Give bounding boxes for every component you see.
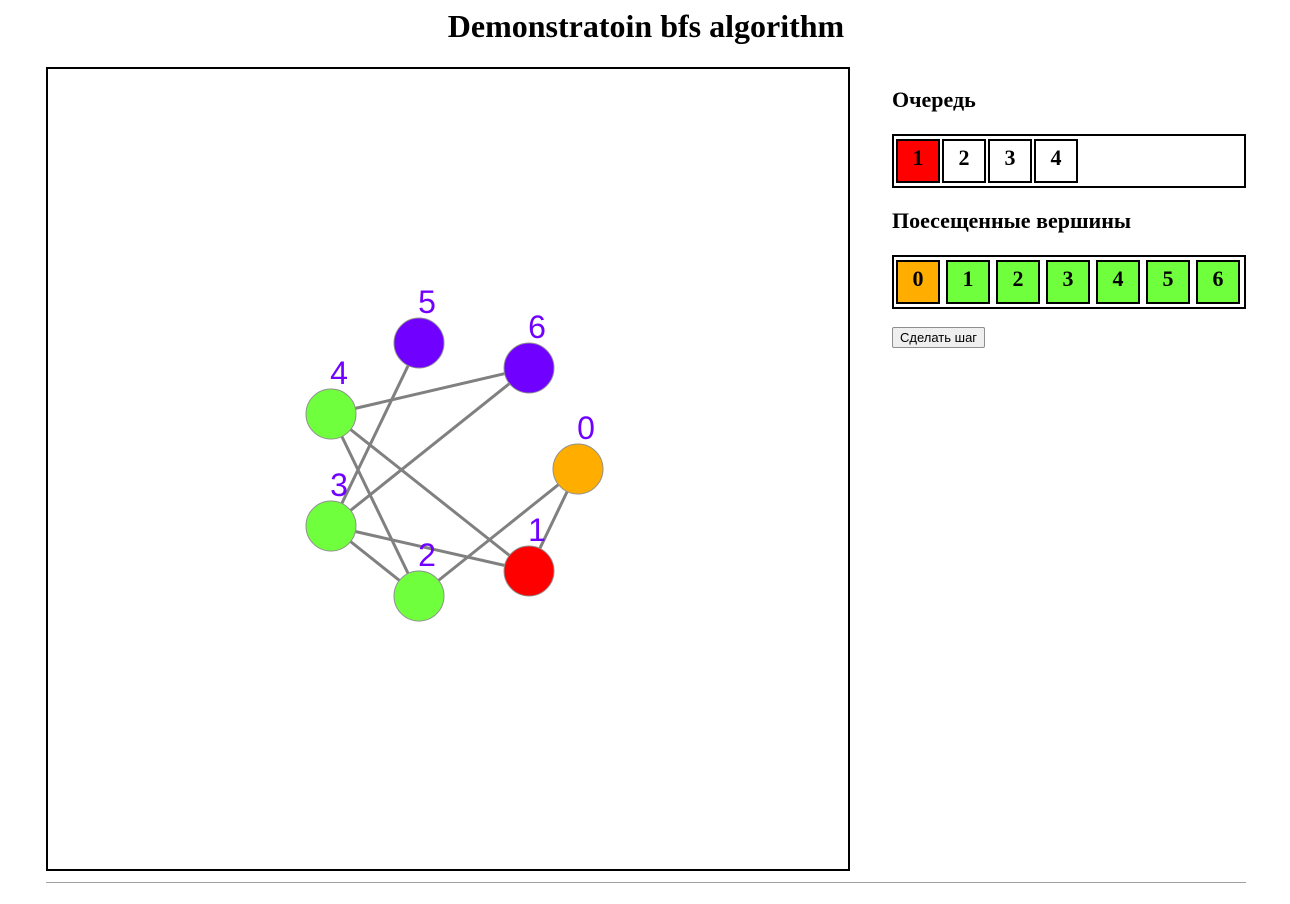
graph-node-label-6: 6 [528,309,546,345]
visited-cell-6: 6 [1196,260,1240,304]
queue-cell-4: 4 [1034,139,1078,183]
graph-edge-1-4 [330,412,530,573]
graph-node-label-3: 3 [330,467,348,503]
step-button[interactable]: Сделать шаг [892,327,986,348]
graph-edge-3-5 [329,342,421,527]
queue-cell-1: 1 [896,139,940,183]
graph-canvas[interactable]: 0 1 2 3 4 5 6 [46,67,850,871]
visited-cell-5: 5 [1146,260,1190,304]
graph-node-label-1: 1 [528,512,546,548]
footer-divider [46,882,1246,883]
visited-cell-4: 4 [1096,260,1140,304]
graph-edge-2-4 [329,413,421,597]
visited-cell-2: 2 [996,260,1040,304]
graph-node-label-0: 0 [577,410,595,446]
visited-cell-0: 0 [896,260,940,304]
graph-edge-3-6 [330,366,530,528]
queue-cell-3: 3 [988,139,1032,183]
graph-node-5[interactable] [393,317,445,369]
page-title: Demonstratoin bfs algorithm [447,8,845,44]
visited-cell-1: 1 [946,260,990,304]
graph-node-label-5: 5 [418,284,436,320]
queue-cell-2: 2 [942,139,986,183]
graph-edge-0-2 [418,467,579,598]
graph-edge-1-3 [330,524,530,573]
graph-node-label-4: 4 [330,355,348,391]
visited-cell-3: 3 [1046,260,1090,304]
graph-drawing: 0 1 2 3 4 5 6 [305,284,604,622]
queue-heading: Очередь [892,87,976,112]
graph-node-0[interactable] [552,443,604,495]
graph-node-1[interactable] [503,545,555,597]
graph-node-6[interactable] [503,342,555,394]
graph-edge-4-6 [330,366,530,416]
graph-node-4[interactable] [305,388,357,440]
graph-node-label-2: 2 [418,537,436,573]
graph-node-3[interactable] [305,500,357,552]
graph-node-2[interactable] [393,570,445,622]
visited-heading: Поесещенные вершины [892,208,1132,233]
